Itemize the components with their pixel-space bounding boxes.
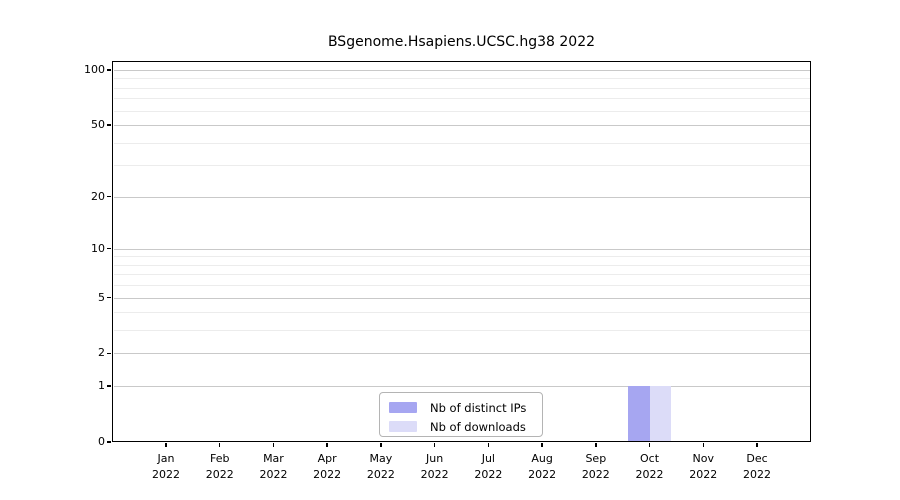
y-minor-gridline xyxy=(114,87,810,89)
x-tick-year: 2022 xyxy=(743,468,771,481)
y-tick-label: 50 xyxy=(91,118,105,132)
x-tick-label: Apr 2022 xyxy=(297,451,357,483)
x-tick-year: 2022 xyxy=(366,468,395,481)
y-axis-tick xyxy=(107,124,111,126)
x-axis-tick xyxy=(595,443,597,447)
legend-swatch-downloads-icon xyxy=(389,421,417,432)
x-tick-month: May xyxy=(369,452,393,465)
x-tick-month: Mar xyxy=(263,452,284,465)
y-tick-label: 100 xyxy=(84,63,105,76)
y-major-gridline xyxy=(114,70,810,71)
x-axis-tick xyxy=(487,443,490,447)
x-tick-label: Aug 2022 xyxy=(512,451,572,483)
x-tick-label: Jun 2022 xyxy=(405,451,465,483)
y-minor-gridline xyxy=(114,330,810,332)
x-axis-tick xyxy=(756,443,758,447)
y-major-gridline xyxy=(114,297,810,299)
x-tick-year: 2022 xyxy=(528,468,557,481)
x-axis-tick xyxy=(165,443,167,447)
x-tick-label: Nov 2022 xyxy=(673,451,733,483)
y-tick-label: 5 xyxy=(98,290,105,304)
y-axis-tick xyxy=(107,195,111,198)
x-tick-year: 2022 xyxy=(635,468,664,481)
bar-nb-of-downloads xyxy=(649,386,672,442)
y-tick-label: 2 xyxy=(98,346,105,360)
x-tick-label: Mar 2022 xyxy=(243,451,303,483)
x-axis-tick xyxy=(272,443,275,447)
y-tick-label: 10 xyxy=(91,241,105,255)
y-minor-gridline xyxy=(114,142,810,144)
x-tick-year: 2022 xyxy=(689,468,718,481)
legend-item-downloads: Nb of downloads xyxy=(389,419,533,434)
y-tick-label: 0 xyxy=(98,435,105,448)
y-major-gridline xyxy=(114,386,810,388)
y-axis-tick xyxy=(107,385,111,387)
x-tick-month: Feb xyxy=(209,452,230,465)
y-major-gridline xyxy=(114,353,810,355)
legend: Nb of distinct IPs Nb of downloads xyxy=(379,392,543,437)
x-tick-month: Jun xyxy=(426,452,444,465)
x-tick-year: 2022 xyxy=(152,468,180,481)
x-tick-year: 2022 xyxy=(313,468,342,481)
x-axis-tick xyxy=(541,443,543,447)
x-tick-label: Sep 2022 xyxy=(566,451,626,483)
x-axis-tick xyxy=(702,443,704,447)
legend-item-distinct-ips: Nb of distinct IPs xyxy=(389,400,533,415)
x-axis-tick xyxy=(326,443,328,447)
x-tick-year: 2022 xyxy=(581,468,610,481)
y-tick-label: 20 xyxy=(91,189,105,203)
y-axis-tick xyxy=(107,352,111,355)
x-tick-label: Feb 2022 xyxy=(190,451,250,483)
legend-label-downloads: Nb of downloads xyxy=(430,419,526,434)
y-minor-gridline xyxy=(114,78,810,80)
x-tick-month: Oct xyxy=(640,452,660,465)
x-tick-year: 2022 xyxy=(420,468,449,481)
y-major-gridline xyxy=(114,196,810,198)
legend-label-distinct-ips: Nb of distinct IPs xyxy=(430,400,527,415)
legend-swatch-distinct-ips-icon xyxy=(389,402,417,413)
plot-area-frame xyxy=(112,61,811,442)
x-tick-label: Oct 2022 xyxy=(620,451,680,483)
x-axis-tick xyxy=(648,443,651,447)
x-tick-year: 2022 xyxy=(205,468,234,481)
x-tick-month: Jan xyxy=(157,452,175,465)
y-axis-tick xyxy=(107,296,111,299)
x-tick-month: Apr xyxy=(317,452,337,465)
y-minor-gridline xyxy=(114,110,810,112)
y-minor-gridline xyxy=(114,98,810,100)
chart-title: BSgenome.Hsapiens.UCSC.hg38 2022 xyxy=(327,34,596,50)
x-tick-label: May 2022 xyxy=(351,451,411,483)
x-axis-tick xyxy=(433,443,436,447)
y-axis-tick xyxy=(107,441,111,443)
bar-nb-of-distinct-ips xyxy=(628,386,650,442)
y-minor-gridline xyxy=(114,312,810,314)
y-minor-gridline xyxy=(114,165,810,167)
x-tick-month: Nov xyxy=(692,452,714,465)
y-minor-gridline xyxy=(114,256,810,258)
x-tick-year: 2022 xyxy=(474,468,503,481)
x-tick-month: Sep xyxy=(585,452,607,465)
x-tick-label: Dec 2022 xyxy=(727,451,787,483)
x-tick-month: Dec xyxy=(746,452,768,465)
x-tick-month: Aug xyxy=(531,452,553,465)
x-tick-label: Jan 2022 xyxy=(136,451,196,483)
y-major-gridline xyxy=(114,125,810,127)
y-minor-gridline xyxy=(114,274,810,276)
y-axis-tick xyxy=(107,69,111,71)
x-tick-month: Jul xyxy=(481,452,495,465)
y-minor-gridline xyxy=(114,264,810,266)
y-axis-tick xyxy=(107,248,111,250)
x-tick-year: 2022 xyxy=(259,468,288,481)
y-minor-gridline xyxy=(114,285,810,287)
x-axis-tick xyxy=(219,443,221,447)
y-major-gridline xyxy=(114,248,810,250)
x-tick-label: Jul 2022 xyxy=(458,451,518,483)
x-axis-tick xyxy=(380,443,382,447)
y-tick-label: 1 xyxy=(98,379,105,393)
